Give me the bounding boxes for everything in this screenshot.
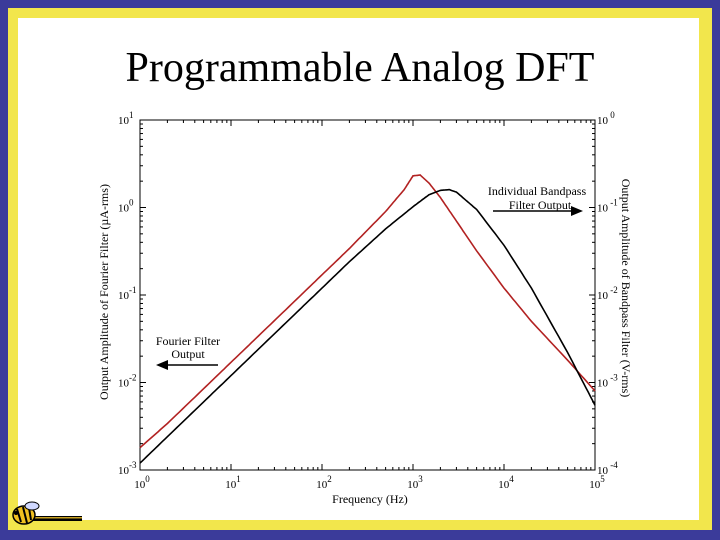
arrow-left-icon xyxy=(156,360,168,370)
tick-labels-layer: 100 101 102 103 104 105 101 100 10-1 10-2 10-3 10 0… xyxy=(118,110,618,491)
y-axis-left-label: Output Amplitude of Fourier Filter (µA-r… xyxy=(97,184,111,400)
ticks-layer xyxy=(139,120,595,471)
annotation-bandpass-line-2: Filter Output xyxy=(509,198,572,212)
x-tick-label: 104 xyxy=(498,474,514,491)
annotation-bandpass-filter: Individual Bandpass Filter Output xyxy=(488,184,587,216)
y-right-tick-label: 10 -1 xyxy=(597,198,618,215)
y-right-tick-label: 10 -2 xyxy=(597,285,618,302)
x-tick-label: 101 xyxy=(225,474,241,491)
slide-canvas xyxy=(18,18,699,520)
series-line-fourier_filter xyxy=(139,174,596,449)
x-tick-label: 105 xyxy=(589,474,605,491)
arrow-right-icon xyxy=(571,206,583,216)
y-right-tick-label: 10 -4 xyxy=(597,460,618,477)
x-tick-label: 102 xyxy=(316,474,332,491)
series-line-bandpass_filter xyxy=(139,188,596,464)
x-tick-label: 103 xyxy=(407,474,423,491)
x-axis-label: Frequency (Hz) xyxy=(332,492,408,506)
y-left-tick-label: 101 xyxy=(118,110,134,127)
y-left-tick-label: 10-3 xyxy=(118,460,137,477)
plot-frame xyxy=(139,119,596,471)
x-tick-label: 100 xyxy=(134,474,150,491)
series-layer xyxy=(139,174,596,464)
annotation-bandpass-line-1: Individual Bandpass xyxy=(488,184,587,198)
annotation-fourier-line-2: Output xyxy=(171,347,205,361)
y-left-tick-label: 10-2 xyxy=(118,373,137,390)
y-right-tick-label: 10 0 xyxy=(597,110,615,127)
y-right-tick-label: 10 -3 xyxy=(597,373,618,390)
annotation-fourier-filter: Fourier Filter Output xyxy=(156,334,220,370)
slide-title: Programmable Analog DFT xyxy=(125,45,595,91)
y-left-tick-label: 100 xyxy=(118,198,134,215)
y-axis-right-label: Output Amplitude of Bandpass Filter (V-r… xyxy=(619,179,633,398)
y-left-tick-label: 10-1 xyxy=(118,285,137,302)
annotation-fourier-line-1: Fourier Filter xyxy=(156,334,220,348)
bee-logo xyxy=(8,498,84,532)
